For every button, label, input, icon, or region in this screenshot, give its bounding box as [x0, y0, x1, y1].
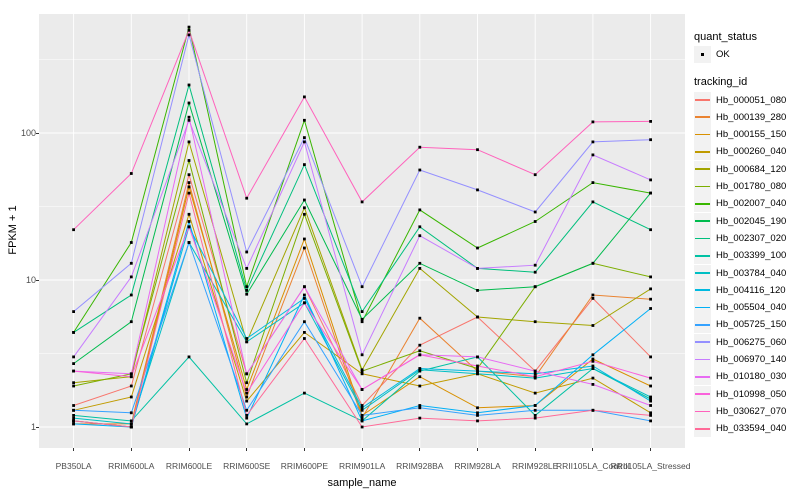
x-tick: [650, 448, 652, 451]
legend-label: Hb_006970_140: [716, 354, 787, 365]
legend-label: Hb_002045_190: [716, 215, 787, 227]
legend-label: Hb_005725_150: [716, 319, 787, 331]
x-tick: [361, 448, 363, 451]
y-tick-label: 10: [25, 275, 36, 285]
x-tick-label-RRIM928LE: RRIM928LE: [512, 461, 559, 471]
legend-label: Hb_000139_280: [716, 111, 787, 123]
legend: quant_status OK tracking_id Hb_000051_08…: [694, 0, 800, 500]
legend-key-line-icon: [694, 402, 711, 420]
legend-label: Hb_002007_040: [716, 198, 787, 210]
legend-key-line-icon: [694, 160, 711, 178]
legend-key-line-icon: [694, 281, 711, 299]
legend-key-line-icon: [694, 247, 711, 265]
series-points-Hb_005504_040: [72, 220, 652, 429]
legend-key-line-icon: [694, 212, 711, 230]
legend-label: Hb_000051_080: [716, 94, 787, 106]
legend-key-line-icon: [694, 264, 711, 282]
series-points-Hb_006970_140: [72, 118, 652, 359]
legend-key-line-icon: [694, 143, 711, 161]
legend-label: Hb_003399_100: [716, 250, 787, 262]
legend-key-line-icon: [694, 299, 711, 317]
legend-key-line-icon: [694, 351, 711, 368]
x-tick: [73, 448, 75, 451]
legend-label-ok: OK: [716, 49, 730, 60]
legend-label: Hb_010180_030: [716, 371, 787, 383]
legend-key-line-icon: [694, 368, 711, 386]
x-tick-label-RRII105LA_Control: RRII105LA_Control: [556, 461, 630, 471]
legend-label: Hb_030627_070: [716, 405, 787, 417]
legend-key-line-icon: [694, 178, 711, 195]
x-tick: [419, 448, 421, 451]
x-tick: [130, 448, 132, 451]
legend-label: Hb_000155_150: [716, 129, 787, 141]
y-tick: [36, 426, 39, 428]
series-points-Hb_033594_040: [72, 191, 652, 429]
series-points-Hb_002045_190: [72, 101, 652, 365]
y-tick-label: 1: [30, 422, 36, 432]
legend-key-line-icon: [694, 91, 711, 109]
legend-key-line-icon: [694, 385, 711, 403]
x-tick-label-RRIM928LA: RRIM928LA: [454, 461, 501, 471]
legend-label: Hb_005504_040: [716, 302, 787, 314]
x-axis-title: sample_name: [327, 477, 397, 489]
legend-key-line-icon: [694, 333, 711, 351]
legend-label: Hb_004116_120: [716, 284, 786, 296]
x-tick: [534, 448, 536, 451]
legend-title-quant-status: quant_status: [694, 31, 757, 43]
y-tick-label: 100: [20, 128, 36, 138]
series-points-Hb_010998_050: [72, 225, 652, 395]
x-tick: [592, 448, 594, 451]
x-tick: [477, 448, 478, 451]
legend-label: Hb_006275_060: [716, 336, 787, 348]
x-tick: [303, 448, 305, 451]
legend-label: Hb_001780_080: [716, 181, 787, 192]
ok-point-icon: [694, 46, 711, 63]
x-tick-label-PB350LA: PB350LA: [55, 461, 92, 471]
x-tick: [246, 448, 248, 451]
legend-label: Hb_000260_040: [716, 146, 787, 158]
y-axis-title: FPKM + 1: [7, 205, 19, 255]
y-tick: [36, 132, 39, 134]
y-tick: [36, 279, 39, 281]
legend-key-line-icon: [694, 195, 711, 213]
series-points-Hb_006275_060: [72, 33, 652, 313]
legend-label: Hb_033594_040: [716, 423, 787, 435]
legend-label: Hb_000684_120: [716, 163, 787, 175]
x-tick-label-RRIM600LA: RRIM600LA: [108, 461, 155, 471]
plot-svg: [39, 14, 685, 448]
legend-key-line-icon: [694, 420, 711, 438]
legend-key-line-icon: [694, 316, 711, 334]
x-tick-label-RRII105LA_Stressed: RRII105LA_Stressed: [610, 461, 691, 471]
legend-key-line-icon: [694, 108, 711, 126]
x-tick: [188, 448, 190, 451]
plot-panel: [39, 14, 685, 448]
x-tick-label-RRIM901LA: RRIM901LA: [338, 461, 386, 471]
series-points-Hb_005725_150: [72, 241, 652, 423]
legend-label: Hb_003784_040: [716, 267, 787, 279]
x-tick-label-RRIM600SE: RRIM600SE: [223, 461, 271, 471]
legend-title-tracking-id: tracking_id: [694, 76, 748, 88]
legend-label: Hb_010998_050: [716, 388, 787, 400]
x-tick-label-RRIM928BA: RRIM928BA: [396, 461, 444, 471]
legend-label: Hb_002307_020: [716, 232, 787, 244]
legend-key-line-icon: [694, 126, 711, 144]
legend-key-line-icon: [694, 229, 711, 247]
x-tick-label-RRIM600PE: RRIM600PE: [280, 461, 329, 471]
series-points-Hb_030627_070: [72, 28, 652, 232]
x-tick-label-RRIM600LE: RRIM600LE: [165, 461, 213, 471]
